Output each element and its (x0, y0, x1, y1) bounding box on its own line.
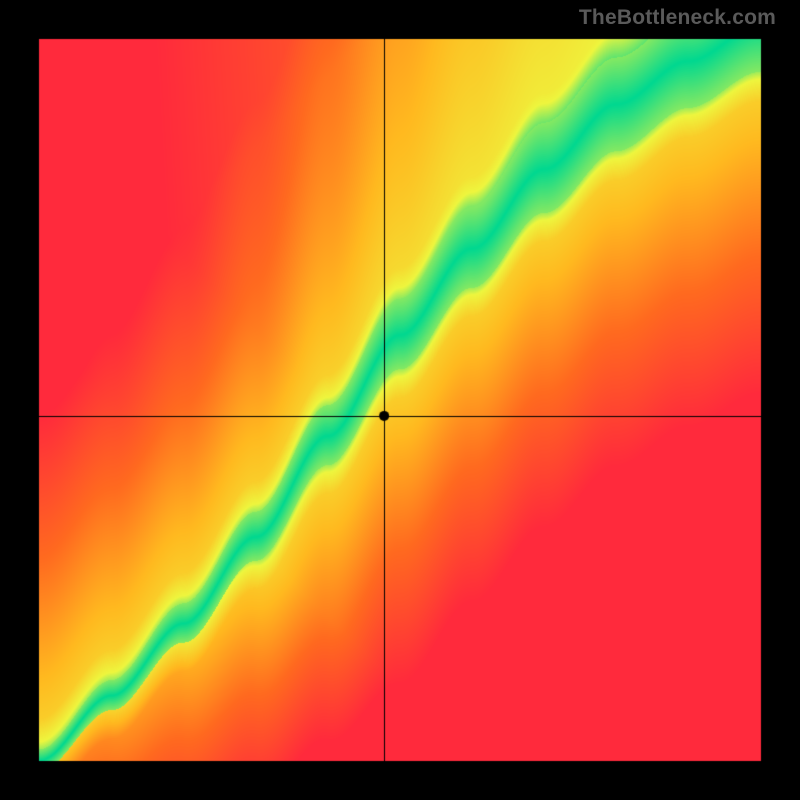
chart-container: TheBottleneck.com (0, 0, 800, 800)
bottleneck-heatmap (0, 0, 800, 800)
watermark-text: TheBottleneck.com (579, 6, 776, 30)
